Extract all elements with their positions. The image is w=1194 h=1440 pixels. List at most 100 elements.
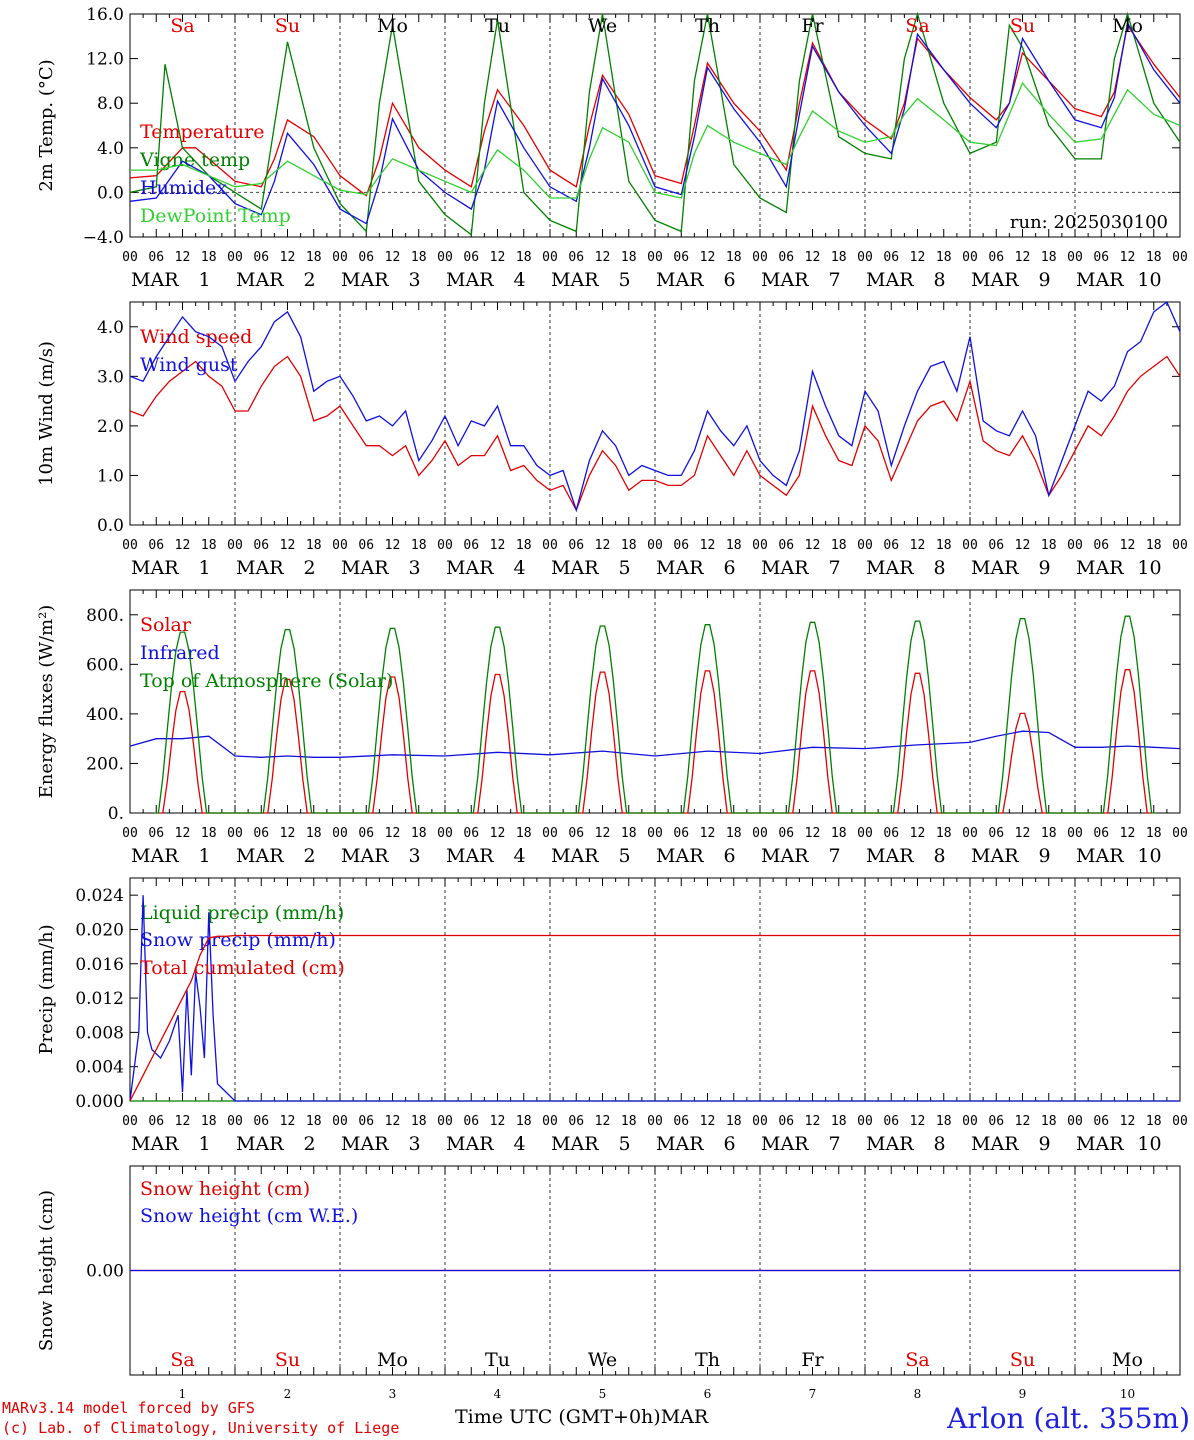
hour-tick-label: 00	[122, 1114, 138, 1129]
month-label: MAR	[1076, 269, 1124, 291]
date-label: 8	[933, 1133, 945, 1155]
y-tick-label: 0.012	[75, 989, 124, 1009]
y-tick-label: 4.0	[97, 318, 124, 338]
hour-tick-label: 18	[411, 250, 427, 265]
hour-tick-label: 18	[1041, 826, 1057, 841]
month-label: MAR	[341, 845, 389, 867]
hour-tick-label: 12	[700, 538, 716, 553]
hour-tick-label: 12	[805, 1114, 821, 1129]
day-name-label: Mo	[1112, 1349, 1143, 1371]
energy-panel: 0. 200. 400. 600. 800. Energy fluxes (W/m²) So…	[36, 589, 1188, 867]
hour-tick-label: 00	[857, 826, 873, 841]
date-label: 7	[809, 1387, 817, 1401]
date-label: 6	[723, 845, 735, 867]
hour-tick-label: 12	[385, 538, 401, 553]
model-credit: MARv3.14 model forced by GFS	[2, 1399, 255, 1417]
day-name-label: Tu	[485, 1349, 510, 1371]
hour-tick-label: 12	[385, 826, 401, 841]
y-tick-label: 0.016	[75, 955, 124, 975]
hour-tick-label: 18	[936, 250, 952, 265]
hour-tick-label: 12	[910, 250, 926, 265]
hour-tick-label: 18	[516, 1114, 532, 1129]
month-label: MAR	[341, 1133, 389, 1155]
date-label: 9	[1038, 1133, 1050, 1155]
hour-tick-label: 00	[122, 250, 138, 265]
hour-tick-label: 12	[490, 1114, 506, 1129]
y-tick-label: 12.0	[86, 50, 124, 70]
month-label: MAR	[971, 845, 1019, 867]
legend-entry: Vigne temp	[139, 149, 250, 171]
hour-tick-label: 00	[437, 538, 453, 553]
hour-tick-label: 18	[411, 1114, 427, 1129]
hour-tick-label: 06	[673, 1114, 689, 1129]
month-label: MAR	[971, 269, 1019, 291]
hour-tick-label: 00	[542, 826, 558, 841]
y-tick-label: 0.020	[75, 920, 124, 940]
hour-tick-label: 06	[883, 826, 899, 841]
day-name-label: Sa	[905, 1349, 929, 1371]
day-name-label: Th	[695, 1349, 720, 1371]
copyright-credit: (c) Lab. of Climatology, University of L…	[2, 1419, 400, 1437]
hour-tick-label: 12	[700, 250, 716, 265]
month-label: MAR	[551, 557, 599, 579]
hour-tick-label: 00	[1172, 826, 1188, 841]
energy-frame	[129, 589, 1181, 814]
month-label: MAR	[236, 1133, 284, 1155]
hour-tick-label: 18	[936, 538, 952, 553]
month-label: MAR	[236, 269, 284, 291]
hour-tick-label: 00	[752, 538, 768, 553]
hour-tick-label: 12	[1015, 1114, 1031, 1129]
hour-tick-label: 00	[122, 826, 138, 841]
month-label: MAR	[446, 1133, 494, 1155]
hour-tick-label: 12	[910, 1114, 926, 1129]
y-tick-label: 0.004	[75, 1058, 124, 1078]
hour-tick-label: 00	[962, 826, 978, 841]
day-name-label: Fr	[801, 1349, 824, 1371]
hour-tick-label: 06	[673, 250, 689, 265]
day-name-label: Su	[275, 15, 300, 37]
hour-tick-label: 06	[253, 250, 269, 265]
legend-entry: Humidex	[140, 177, 227, 199]
hour-tick-label: 18	[1146, 538, 1162, 553]
date-label: 5	[599, 1387, 607, 1401]
hour-tick-label: 00	[647, 1114, 663, 1129]
y-tick-label: 0.000	[75, 1092, 124, 1112]
month-label: MAR	[551, 1133, 599, 1155]
hour-tick-label: 00	[437, 250, 453, 265]
date-label: 10	[1120, 1387, 1135, 1401]
date-label: 1	[198, 269, 210, 291]
hour-tick-label: 12	[490, 538, 506, 553]
hour-tick-label: 12	[805, 250, 821, 265]
month-label: MAR	[1076, 1133, 1124, 1155]
station-name: Arlon (alt. 355m)	[947, 1402, 1190, 1435]
legend-entry: Top of Atmosphere (Solar)	[140, 670, 393, 692]
day-name-label: Su	[1010, 15, 1035, 37]
hour-tick-label: 06	[358, 826, 374, 841]
date-label: 6	[723, 269, 735, 291]
hour-tick-label: 12	[595, 250, 611, 265]
precip-series-line	[129, 895, 1180, 1102]
hour-tick-label: 18	[621, 538, 637, 553]
hour-tick-label: 06	[568, 538, 584, 553]
date-label: 1	[198, 1133, 210, 1155]
y-tick-label: 4.0	[97, 139, 124, 159]
date-label: 4	[513, 269, 525, 291]
hour-tick-label: 12	[490, 826, 506, 841]
hour-tick-label: 00	[227, 538, 243, 553]
date-label: 7	[828, 1133, 840, 1155]
date-label: 2	[303, 269, 315, 291]
day-name-label: We	[588, 1349, 617, 1371]
hour-tick-label: 00	[1067, 1114, 1083, 1129]
hour-tick-label: 12	[805, 538, 821, 553]
day-name-label: Th	[695, 15, 720, 37]
y-tick-label: 0.024	[75, 886, 124, 906]
time-axis-label: Time UTC (GMT+0h)MAR	[455, 1406, 708, 1428]
hour-tick-label: 12	[175, 826, 191, 841]
day-name-label: Mo	[1112, 15, 1143, 37]
hour-tick-label: 06	[988, 1114, 1004, 1129]
month-label: MAR	[656, 845, 704, 867]
temp-series-line	[129, 11, 1181, 237]
hour-tick-label: 12	[910, 826, 926, 841]
hour-tick-label: 00	[1172, 1114, 1188, 1129]
